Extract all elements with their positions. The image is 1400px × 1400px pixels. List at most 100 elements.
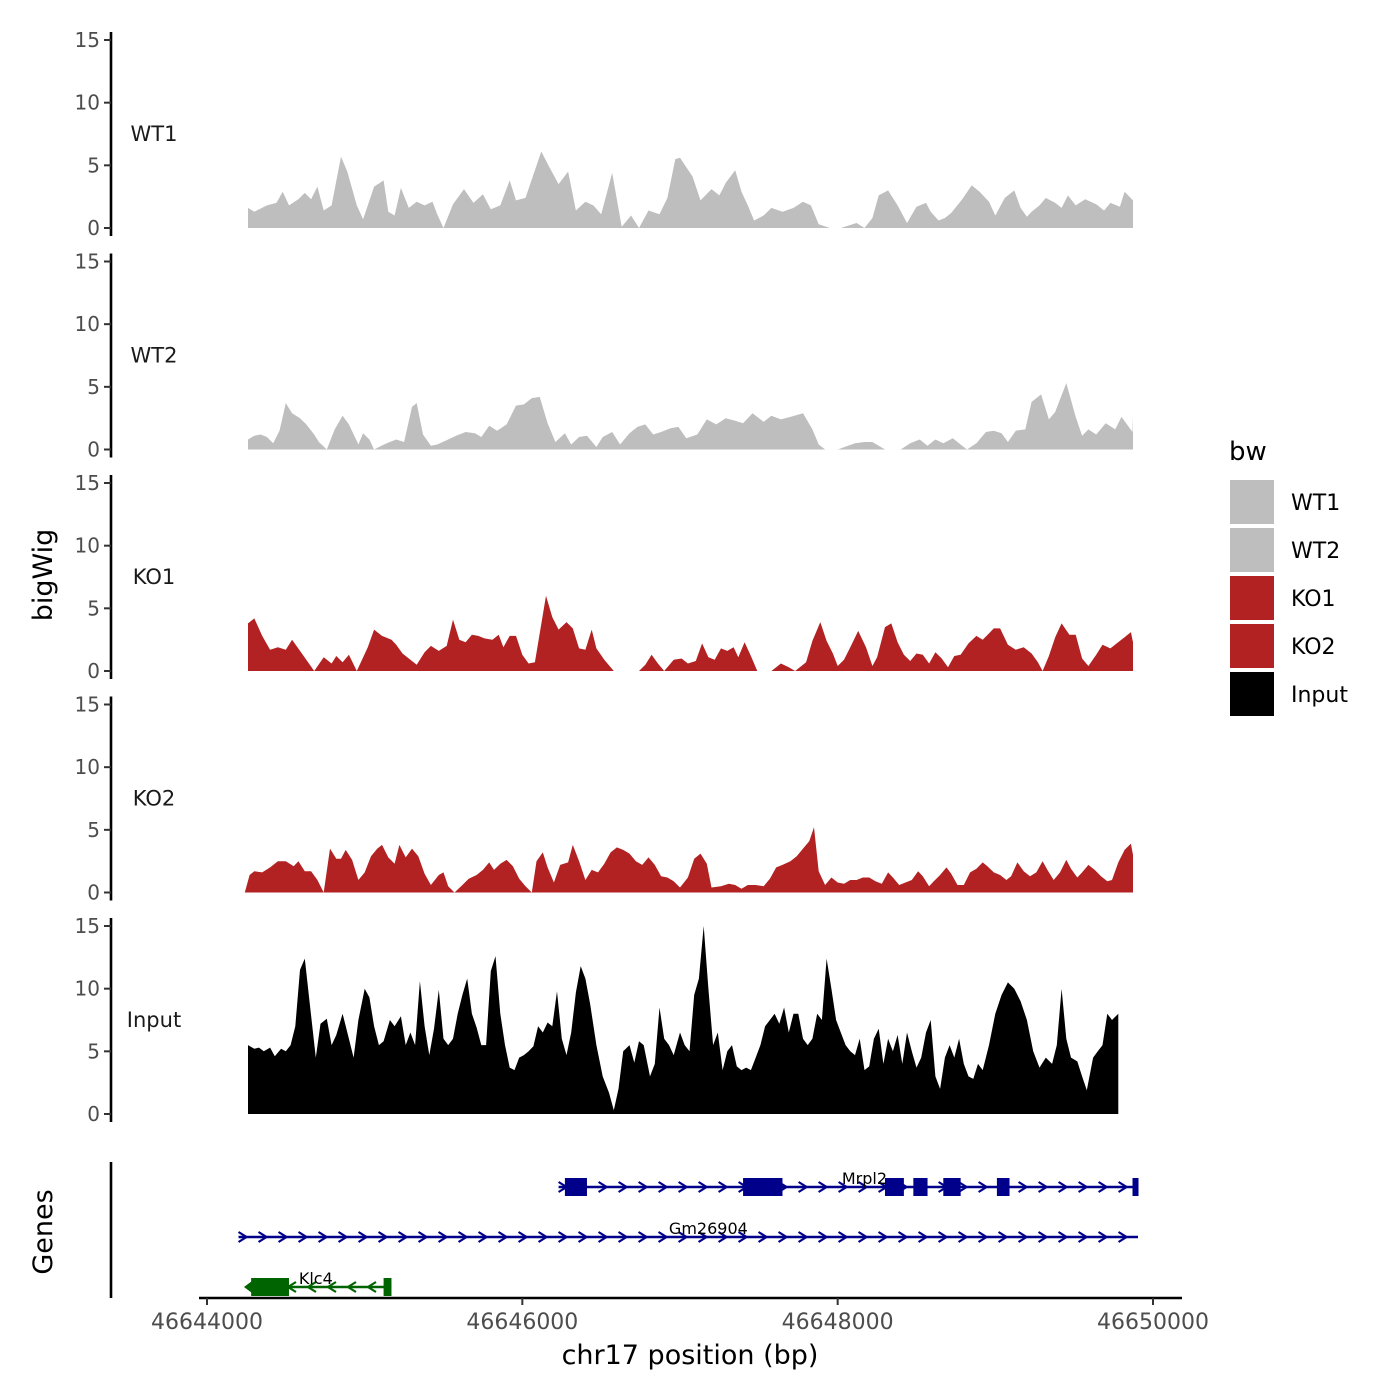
- strand-chevron: [325, 1281, 337, 1293]
- track-wt1: 0 5 10 15 WT1: [75, 28, 1133, 240]
- strand-chevron: [838, 1181, 849, 1193]
- strand-chevron: [798, 1181, 809, 1193]
- y-tick-label: 15: [75, 471, 100, 495]
- strand-chevron: [718, 1181, 729, 1193]
- gene-exon: [943, 1178, 961, 1196]
- legend-item-input: Input: [1230, 672, 1348, 716]
- coverage-area-ko2: [244, 806, 1134, 893]
- strand-chevron: [977, 1231, 989, 1243]
- strand-chevron: [317, 1231, 329, 1243]
- y-tick-label: 5: [87, 375, 100, 399]
- y-tick-label: 10: [75, 534, 100, 558]
- gene-klc4: Klc4: [243, 1269, 392, 1296]
- track-label-input: Input: [127, 1008, 181, 1032]
- legend-item-wt2: WT2: [1230, 528, 1340, 572]
- coverage-area-wt1: [248, 151, 1133, 228]
- track-label-ko1: KO1: [133, 565, 176, 589]
- strand-chevron: [377, 1231, 389, 1243]
- track-label-wt1: WT1: [131, 122, 178, 146]
- strand-chevron: [837, 1231, 849, 1243]
- strand-chevron: [537, 1231, 549, 1243]
- y-tick-label: 15: [75, 28, 100, 52]
- gene-exon: [1132, 1178, 1139, 1196]
- gene-exon: [251, 1278, 289, 1296]
- gene-label: Mrpl2: [842, 1169, 887, 1188]
- strand-chevron: [658, 1181, 669, 1193]
- y-tick-label: 5: [87, 596, 100, 620]
- legend-label: WT1: [1291, 491, 1340, 516]
- y-tick-label: 5: [87, 1039, 100, 1063]
- track-label-wt2: WT2: [131, 344, 178, 368]
- legend-title: bw: [1229, 437, 1267, 467]
- track-ko1: 0 5 10 15 KO1: [75, 471, 1133, 683]
- strand-chevron: [818, 1181, 829, 1193]
- legend-swatch: [1230, 528, 1274, 572]
- legend-swatch: [1230, 672, 1274, 716]
- y-tick-label: 5: [87, 818, 100, 842]
- strand-chevron: [1037, 1231, 1049, 1243]
- y-tick-label: 0: [87, 1102, 100, 1126]
- strand-chevron: [877, 1231, 889, 1243]
- strand-chevron: [777, 1231, 789, 1243]
- strand-chevron: [957, 1231, 969, 1243]
- strand-chevron: [618, 1181, 629, 1193]
- strand-chevron: [937, 1231, 949, 1243]
- legend-swatch: [1230, 624, 1274, 668]
- legend-label: Input: [1291, 683, 1348, 708]
- strand-chevron: [997, 1231, 1009, 1243]
- gene-exon: [383, 1278, 392, 1296]
- strand-chevron: [917, 1231, 929, 1243]
- strand-chevron: [1098, 1181, 1109, 1193]
- y-tick-label: 0: [87, 216, 100, 240]
- genes-layer: Mrpl2 Gm26904 Klc4: [109, 1162, 1139, 1298]
- legend-label: KO2: [1291, 635, 1336, 660]
- strand-chevron: [1038, 1181, 1049, 1193]
- strand-chevron: [657, 1231, 669, 1243]
- strand-chevron: [277, 1231, 289, 1243]
- gene-label: Klc4: [299, 1269, 333, 1288]
- strand-chevron: [1077, 1231, 1089, 1243]
- legend-item-wt1: WT1: [1230, 480, 1340, 524]
- strand-chevron: [237, 1231, 249, 1243]
- strand-chevron: [1118, 1181, 1129, 1193]
- y-tick-label: 15: [75, 693, 100, 717]
- strand-chevron: [797, 1231, 809, 1243]
- y-tick-label: 10: [75, 312, 100, 336]
- track-wt2: 0 5 10 15 WT2: [75, 250, 1133, 462]
- track-label-ko2: KO2: [133, 787, 176, 811]
- strand-chevron: [437, 1231, 449, 1243]
- track-ko2: 0 5 10 15 KO2: [75, 693, 1134, 905]
- strand-chevron: [717, 1231, 729, 1243]
- strand-chevron: [1057, 1231, 1069, 1243]
- strand-chevron: [1097, 1231, 1109, 1243]
- strand-chevron: [257, 1231, 269, 1243]
- y-tick-label: 10: [75, 755, 100, 779]
- x-tick-label: 46648000: [782, 1310, 894, 1335]
- y-tick-label: 10: [75, 91, 100, 115]
- strand-chevron: [897, 1231, 909, 1243]
- gene-mrpl2: Mrpl2: [558, 1169, 1139, 1196]
- strand-chevron: [397, 1231, 409, 1243]
- legend-label: KO1: [1291, 587, 1336, 612]
- strand-chevron: [1018, 1181, 1029, 1193]
- gene-gm26904: Gm26904: [237, 1219, 1138, 1243]
- strand-chevron: [517, 1231, 529, 1243]
- x-tick-label: 46646000: [466, 1310, 578, 1335]
- gene-exon: [884, 1178, 904, 1196]
- strand-chevron: [1078, 1181, 1089, 1193]
- strand-chevron: [297, 1231, 309, 1243]
- strand-chevron: [417, 1231, 429, 1243]
- x-axis-title: chr17 position (bp): [562, 1340, 819, 1371]
- strand-chevron: [857, 1231, 869, 1243]
- strand-chevron: [958, 1181, 969, 1193]
- gene-exon: [996, 1178, 1010, 1196]
- strand-chevron: [737, 1231, 749, 1243]
- strand-chevron: [497, 1231, 509, 1243]
- track-input: 0 5 10 15 Input: [75, 914, 1119, 1126]
- legend-swatch: [1230, 480, 1274, 524]
- strand-chevron: [1058, 1181, 1069, 1193]
- y-tick-label: 15: [75, 250, 100, 274]
- strand-chevron: [978, 1181, 989, 1193]
- legend-item-ko1: KO1: [1230, 576, 1336, 620]
